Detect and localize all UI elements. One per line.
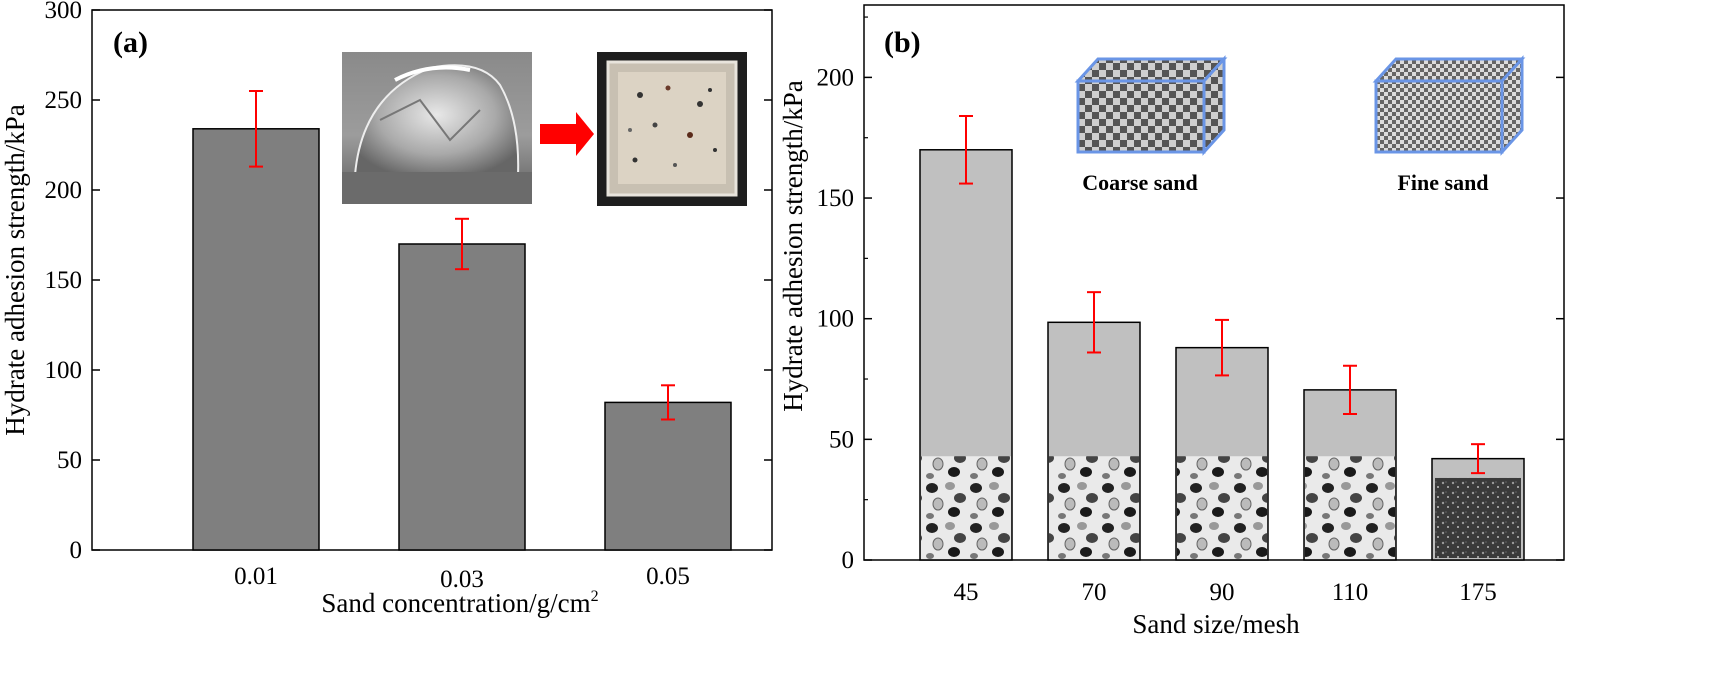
x-tick-label: 0.03 xyxy=(440,566,484,593)
y-axis-b: 0 50 100 150 200 xyxy=(817,16,1564,574)
bar xyxy=(398,243,526,551)
x-tick-label: 110 xyxy=(1332,579,1369,606)
sand-grain-photo xyxy=(1305,456,1395,559)
y-tick-label: 200 xyxy=(817,64,855,91)
photo-sand-sample-square xyxy=(597,52,747,206)
x-tick-label: 175 xyxy=(1459,579,1497,606)
bars-a xyxy=(192,90,732,551)
y-tick-label: 300 xyxy=(45,0,83,24)
y-tick-label: 0 xyxy=(70,537,83,564)
bar xyxy=(192,128,320,551)
y-tick-label: 150 xyxy=(45,267,83,294)
x-tick-label: 90 xyxy=(1210,579,1235,606)
y-axis-title-b: Hydrate adhesion strength/kPa xyxy=(778,80,808,411)
x-axis-title-a: Sand concentration/g/cm2 xyxy=(321,588,598,618)
x-axis-title-b: Sand size/mesh xyxy=(1132,609,1300,639)
sand-grain-photo xyxy=(921,456,1011,559)
y-tick-label: 0 xyxy=(842,547,855,574)
y-tick-label: 150 xyxy=(817,185,855,212)
sand-grain-photo xyxy=(1177,456,1267,559)
x-tick-label: 0.05 xyxy=(646,563,690,590)
panel-label-b: (b) xyxy=(884,26,921,59)
sand-grain-photo xyxy=(1435,477,1521,558)
x-axis-a: 0.01 0.03 0.05 xyxy=(234,563,690,593)
panel-a: 0 50 100 150 200 250 300 0.01 0.03 0.05 (a) Hydr… xyxy=(0,0,773,618)
coarse-sand-cube-icon xyxy=(1074,55,1228,156)
x-tick-label: 70 xyxy=(1082,579,1107,606)
x-tick-label: 0.01 xyxy=(234,563,278,590)
photo-hydrate-mound xyxy=(342,52,532,204)
y-axis-title-a: Hydrate adhesion strength/kPa xyxy=(0,104,30,435)
panel-label-a: (a) xyxy=(113,26,148,59)
y-tick-label: 200 xyxy=(45,177,83,204)
sand-grain-photo xyxy=(1049,456,1139,559)
red-arrow-icon xyxy=(540,112,594,156)
x-tick-label: 45 xyxy=(954,579,979,606)
coarse-sand-label: Coarse sand xyxy=(1082,170,1198,195)
y-tick-label: 50 xyxy=(57,447,82,474)
bars-b xyxy=(919,115,1525,561)
y-axis-a: 0 50 100 150 200 250 300 xyxy=(45,0,772,564)
bar xyxy=(604,401,732,551)
fine-sand-label: Fine sand xyxy=(1397,170,1488,195)
y-tick-label: 100 xyxy=(817,306,855,333)
panel-b: 0 50 100 150 200 45 70 90 110 175 (b) Hydrate ad… xyxy=(778,4,1565,639)
y-tick-label: 100 xyxy=(45,357,83,384)
fine-sand-cube-icon xyxy=(1372,55,1526,156)
y-tick-label: 250 xyxy=(45,87,83,114)
y-tick-label: 50 xyxy=(829,426,854,453)
x-axis-b: 45 70 90 110 175 xyxy=(954,579,1497,606)
